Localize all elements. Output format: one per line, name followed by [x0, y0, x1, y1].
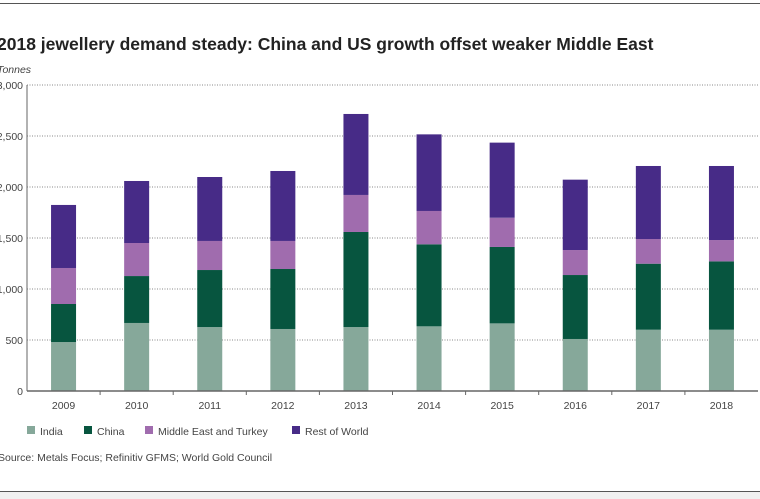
y-tick-label: 0 [17, 386, 23, 398]
bar-china [635, 263, 661, 330]
bar-rest-of-world [489, 142, 515, 218]
bar-rest-of-world [270, 170, 296, 241]
bar-india [635, 329, 661, 391]
bottom-rule [0, 491, 760, 492]
top-rule [0, 3, 760, 4]
y-axis-label: Tonnes [0, 64, 32, 76]
y-tick-label: 1,000 [0, 284, 23, 296]
bar-china [562, 275, 588, 339]
bar-middle-east-and-turkey [416, 210, 442, 245]
legend-swatch [84, 426, 92, 434]
bar-china [416, 244, 442, 327]
bar-rest-of-world [197, 177, 223, 241]
bar-middle-east-and-turkey [51, 267, 77, 304]
legend-swatch [145, 426, 153, 434]
page-background [0, 492, 760, 499]
bar-rest-of-world [416, 134, 442, 211]
bar-china [124, 276, 150, 323]
y-tick-label: 2,000 [0, 182, 23, 194]
bar-china [343, 231, 369, 328]
legend-swatch [292, 426, 300, 434]
x-tick-label: 2013 [344, 400, 368, 412]
legend-label: India [40, 426, 63, 438]
bar-middle-east-and-turkey [124, 242, 150, 277]
bar-china [708, 261, 734, 330]
bar-middle-east-and-turkey [343, 194, 369, 232]
bar-middle-east-and-turkey [635, 239, 661, 264]
legend-label: Middle East and Turkey [158, 426, 268, 438]
bar-india [124, 322, 150, 391]
bar-india [489, 323, 515, 391]
legend-swatch [27, 426, 35, 434]
bar-rest-of-world [635, 165, 661, 240]
x-tick-label: 2018 [710, 400, 734, 412]
bar-middle-east-and-turkey [197, 240, 223, 271]
bar-india [51, 342, 77, 391]
bar-india [343, 327, 369, 391]
bar-india [562, 338, 588, 391]
legend-label: Rest of World [305, 426, 369, 438]
bar-rest-of-world [51, 204, 77, 268]
bar-rest-of-world [708, 165, 734, 241]
x-tick-label: 2011 [198, 400, 221, 412]
bar-rest-of-world [124, 180, 150, 243]
bar-india [708, 329, 734, 391]
x-tick-label: 2009 [52, 400, 76, 412]
chart-title: 2018 jewellery demand steady: China and … [0, 34, 654, 54]
bar-china [51, 303, 77, 343]
x-tick-label: 2012 [271, 400, 295, 412]
y-tick-label: 2,500 [0, 131, 23, 143]
bar-india [270, 328, 296, 391]
bar-middle-east-and-turkey [562, 250, 588, 276]
bar-china [270, 269, 296, 329]
x-tick-label: 2010 [125, 400, 149, 412]
x-tick-label: 2017 [637, 400, 661, 412]
bar-india [416, 326, 442, 391]
x-tick-label: 2014 [417, 400, 441, 412]
y-tick-label: 3,000 [0, 80, 23, 92]
bar-china [197, 270, 223, 328]
source-note: Source: Metals Focus; Refinitiv GFMS; Wo… [0, 452, 273, 464]
bar-india [197, 327, 223, 391]
bar-middle-east-and-turkey [270, 240, 296, 270]
bar-middle-east-and-turkey [489, 217, 515, 247]
bar-rest-of-world [562, 179, 588, 251]
x-tick-label: 2015 [490, 400, 514, 412]
y-tick-label: 1,500 [0, 233, 23, 245]
bar-china [489, 246, 515, 324]
x-tick-label: 2016 [564, 400, 588, 412]
bar-rest-of-world [343, 113, 369, 195]
legend-label: China [97, 426, 125, 438]
y-tick-label: 500 [5, 335, 23, 347]
bar-middle-east-and-turkey [708, 240, 734, 262]
